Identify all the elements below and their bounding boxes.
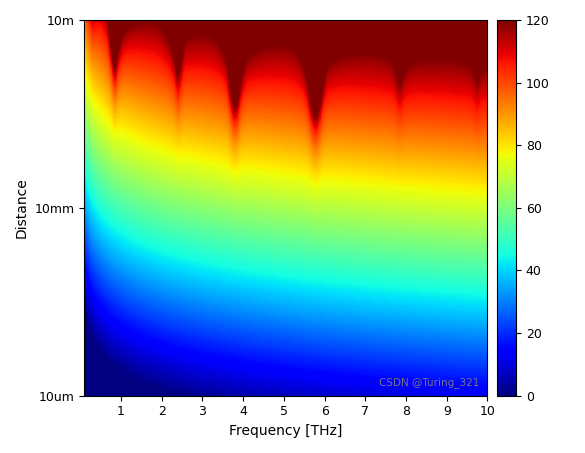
X-axis label: Frequency [THz]: Frequency [THz] [229, 424, 343, 438]
Text: CSDN @Turing_321: CSDN @Turing_321 [379, 377, 479, 388]
Y-axis label: Distance: Distance [15, 178, 29, 238]
